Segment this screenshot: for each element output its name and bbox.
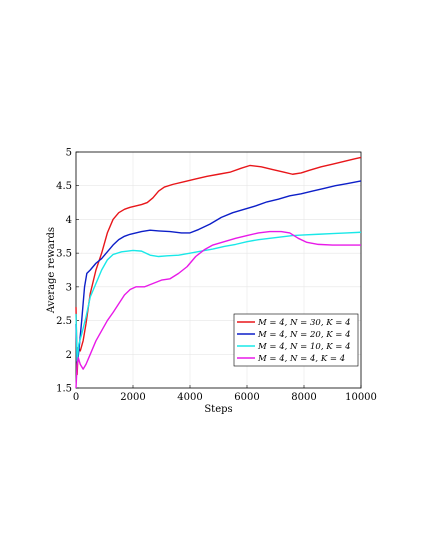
series-line <box>75 231 362 362</box>
legend: M = 4, N = 30, K = 4 M = 4, N = 20, K = 4… <box>233 313 359 367</box>
plot-frame <box>75 151 362 389</box>
x-tick-label: 8000 <box>291 392 316 403</box>
legend-label: M = 4, N = 4, K = 4 <box>257 354 345 364</box>
axis-ticks: 0 2000 4000 6000 8000 10000 1.5 2 2.5 3 3.5 4 4.5 5 <box>56 148 377 404</box>
series-line <box>75 180 362 366</box>
x-tick-label: 10000 <box>345 392 377 403</box>
y-tick-label: 2.5 <box>56 316 72 327</box>
y-tick-label: 1.5 <box>56 384 72 395</box>
series-line <box>75 156 362 376</box>
x-tick-label: 6000 <box>234 392 259 403</box>
series-lines <box>75 156 362 389</box>
legend-label: M = 4, N = 30, K = 4 <box>257 318 351 328</box>
legend-label: M = 4, N = 10, K = 4 <box>257 342 351 352</box>
y-tick-label: 5 <box>66 148 72 159</box>
y-tick-label: 4 <box>66 215 72 226</box>
x-tick-label: 2000 <box>120 392 145 403</box>
y-tick-label: 3 <box>66 282 72 293</box>
y-tick-label: 4.5 <box>56 181 72 192</box>
x-tick-label: 4000 <box>177 392 202 403</box>
y-axis-title: Average rewards <box>46 227 57 314</box>
legend-label: M = 4, N = 20, K = 4 <box>257 330 351 340</box>
series-line <box>75 230 361 389</box>
y-tick-label: 2 <box>66 350 72 361</box>
x-tick-label: 0 <box>73 392 79 403</box>
x-axis-title: Steps <box>204 404 232 415</box>
y-tick-label: 3.5 <box>56 249 72 260</box>
